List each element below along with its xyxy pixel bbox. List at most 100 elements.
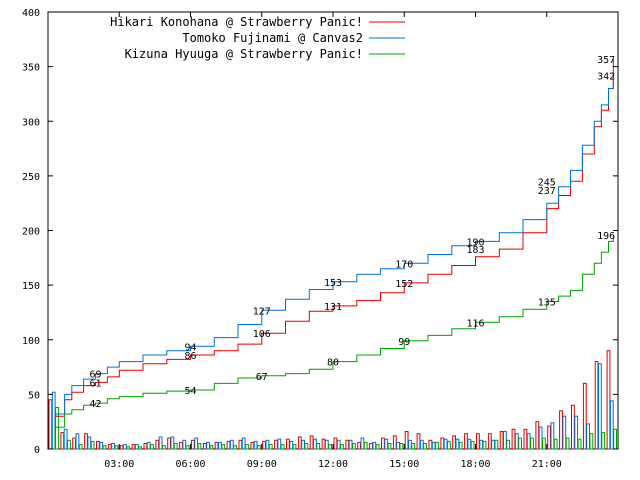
- bar: [321, 438, 326, 450]
- bar: [363, 441, 368, 450]
- bar: [167, 437, 171, 450]
- series-line: [48, 75, 614, 450]
- bar: [369, 443, 373, 450]
- bar: [482, 440, 487, 450]
- bar: [253, 440, 258, 450]
- bar: [206, 441, 210, 450]
- x-tick-label: 09:00: [247, 459, 277, 470]
- bar: [375, 444, 380, 450]
- bar: [297, 436, 302, 450]
- bar: [119, 445, 124, 450]
- bar: [286, 438, 290, 450]
- bar: [185, 445, 190, 450]
- bar: [416, 433, 421, 450]
- bar: [134, 444, 139, 450]
- bar: [577, 438, 582, 450]
- bar: [96, 440, 100, 450]
- bar: [360, 437, 365, 450]
- bar: [511, 428, 516, 450]
- bar: [487, 433, 492, 450]
- data-label: 116: [466, 318, 484, 329]
- bar: [316, 443, 321, 450]
- bar: [476, 433, 480, 450]
- data-label: 196: [597, 231, 615, 242]
- data-label: 357: [597, 55, 615, 66]
- bar: [392, 435, 397, 450]
- bar: [233, 445, 237, 450]
- bar: [72, 437, 76, 450]
- bar: [381, 437, 385, 450]
- bar: [194, 437, 199, 450]
- bar: [601, 432, 606, 450]
- bar: [313, 438, 317, 450]
- bar: [221, 444, 226, 450]
- bar: [238, 439, 243, 450]
- bar: [67, 439, 71, 450]
- data-label: 237: [538, 186, 556, 197]
- x-tick-label: 06:00: [175, 459, 205, 470]
- bar: [538, 426, 543, 450]
- bar: [345, 439, 350, 450]
- bar: [155, 439, 160, 450]
- bar: [399, 443, 404, 450]
- bar: [435, 441, 439, 450]
- axes-layer: 0 50 100 150 200 250 300 350 400 03:00 06:00 09:00 1…: [22, 8, 618, 470]
- data-label: 42: [89, 399, 101, 410]
- bar: [447, 440, 451, 450]
- bar: [182, 439, 187, 450]
- lines-layer: [48, 59, 614, 450]
- bar: [138, 446, 142, 450]
- bar: [550, 422, 555, 450]
- bar: [336, 439, 341, 450]
- bar: [197, 443, 202, 450]
- point-labels-layer: 61 86 106 131 152 183 237 357 69 94 127 153 170 190 24…: [89, 55, 615, 410]
- bar: [503, 431, 507, 450]
- bar: [111, 443, 115, 450]
- y-tick-label: 200: [22, 227, 40, 238]
- x-tick-label: 15:00: [389, 459, 419, 470]
- bar: [594, 361, 599, 450]
- bar: [387, 443, 392, 450]
- bar: [143, 443, 148, 450]
- bar: [87, 436, 92, 450]
- bar: [301, 439, 306, 450]
- bar: [84, 433, 88, 450]
- bar: [274, 439, 278, 450]
- bar: [357, 441, 362, 450]
- bar: [179, 441, 183, 450]
- bar: [75, 433, 80, 450]
- bar: [333, 437, 338, 450]
- bar: [78, 444, 83, 450]
- bar: [268, 444, 273, 450]
- bar: [606, 350, 611, 450]
- bar: [218, 441, 222, 450]
- bar: [613, 428, 618, 450]
- legend-label: Hikari Konohana @ Strawberry Panic!: [110, 15, 363, 29]
- bar: [90, 440, 95, 450]
- bar: [582, 382, 587, 450]
- bar: [146, 441, 151, 450]
- y-tick-label: 150: [22, 281, 40, 292]
- bar: [571, 404, 575, 450]
- bar: [309, 435, 314, 450]
- data-label: 131: [324, 302, 342, 313]
- y-tick-label: 100: [22, 336, 40, 347]
- legend: Hikari Konohana @ Strawberry Panic! Tomok…: [110, 15, 405, 61]
- bar: [491, 439, 496, 450]
- legend-label: Kizuna Hyuuga @ Strawberry Panic!: [125, 47, 363, 61]
- bar: [440, 437, 445, 450]
- bar: [547, 425, 552, 450]
- data-label: 106: [253, 329, 271, 340]
- bar: [452, 435, 457, 450]
- data-label: 135: [538, 298, 556, 309]
- bar: [324, 439, 329, 450]
- bar: [559, 410, 563, 450]
- bar: [123, 444, 127, 450]
- bar: [191, 439, 195, 450]
- data-label: 80: [327, 358, 339, 369]
- bar: [173, 443, 178, 450]
- bar: [250, 441, 255, 450]
- bar: [229, 439, 234, 450]
